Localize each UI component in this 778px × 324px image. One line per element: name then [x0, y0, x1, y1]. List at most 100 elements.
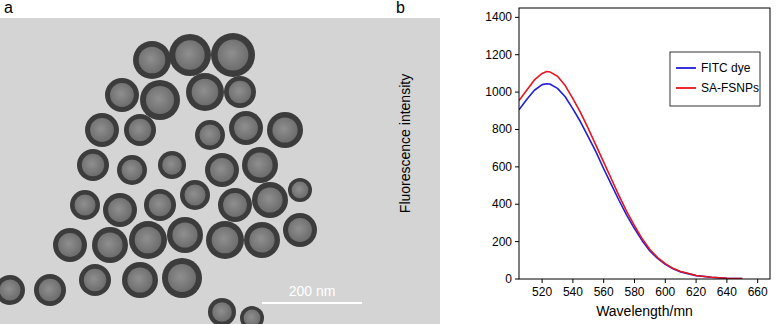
particle-core: [97, 232, 122, 257]
particle-shell: [218, 188, 252, 222]
particle-shell: [229, 111, 263, 145]
x-tick: [726, 279, 727, 283]
tem-image: 200 nm: [0, 18, 440, 324]
scale-bar: [262, 302, 362, 304]
particle-core: [185, 185, 206, 206]
y-tick-label: 1000: [485, 85, 512, 99]
y-tick-label: 1400: [485, 10, 512, 24]
particle-shell: [85, 113, 119, 147]
legend-label: FITC dye: [701, 61, 751, 75]
panel-label: b: [396, 0, 405, 16]
particle-shell: [117, 155, 147, 185]
particle-core: [84, 269, 106, 291]
particle-core: [288, 218, 312, 242]
x-tick-label: 620: [686, 285, 706, 299]
particle-shell: [283, 213, 317, 247]
particle-shell: [105, 78, 139, 112]
particle-shell: [208, 298, 236, 324]
particle-core: [39, 279, 61, 301]
series-line: [519, 84, 742, 279]
particle-shell: [180, 180, 210, 210]
particle-core: [218, 40, 249, 71]
scale-bar-label: 200 nm: [289, 283, 336, 299]
y-tick-label: 800: [492, 122, 512, 136]
x-tick: [665, 279, 666, 283]
figure: 200 nmab52054056058060062064066002004006…: [0, 0, 778, 324]
legend-box: [670, 52, 760, 106]
particle-shell: [211, 33, 255, 77]
y-tick-label: 600: [492, 160, 512, 174]
particle-shell: [133, 41, 171, 79]
particle-core: [192, 79, 219, 106]
particle-core: [244, 310, 261, 324]
particle-core: [212, 302, 232, 322]
particle-shell: [169, 34, 211, 76]
legend: FITC dye SA-FSNPs: [670, 52, 760, 106]
tem-background: [0, 18, 440, 324]
particle-shell: [79, 264, 111, 296]
particle-shell: [158, 151, 186, 179]
particle-shell: [124, 114, 156, 146]
particle-core: [223, 193, 247, 217]
x-tick-label: 600: [655, 285, 675, 299]
particle-core: [58, 233, 82, 257]
particle-core: [172, 222, 197, 247]
particle-core: [0, 280, 21, 301]
particle-core: [200, 125, 221, 146]
y-tick: [515, 129, 519, 130]
particle-shell: [186, 73, 224, 111]
x-tick-label: 540: [563, 285, 583, 299]
panel-label: a: [4, 0, 13, 16]
particle-shell: [77, 149, 109, 181]
particle-core: [175, 40, 204, 69]
y-tick: [515, 241, 519, 242]
particle-shell: [140, 80, 180, 120]
particle-shell: [34, 274, 66, 306]
x-tick-label: 520: [532, 285, 552, 299]
particle-core: [108, 198, 132, 222]
x-tick: [757, 279, 758, 283]
particle-core: [75, 195, 96, 216]
particle-core: [229, 81, 251, 103]
particle-shell: [224, 76, 256, 108]
particle-core: [139, 47, 166, 74]
particle-shell: [103, 193, 137, 227]
particle-shell: [167, 217, 203, 253]
particle-shell: [244, 222, 280, 258]
y-axis-label: Fluorescence intensity: [397, 74, 413, 213]
particle-shell: [267, 112, 303, 148]
y-tick-label: 0: [505, 272, 512, 286]
y-tick: [515, 204, 519, 205]
y-tick: [515, 279, 519, 280]
y-tick-label: 200: [492, 235, 512, 249]
particle-core: [249, 227, 274, 252]
particle-core: [135, 227, 162, 254]
particle-shell: [122, 262, 158, 298]
particle-shell: [53, 228, 87, 262]
particle-shell: [162, 258, 202, 298]
particle-shell: [129, 221, 167, 259]
x-tick: [696, 279, 697, 283]
particle-core: [247, 152, 272, 177]
y-tick-label: 1200: [485, 48, 512, 62]
particle-shell: [205, 153, 239, 187]
particle-core: [272, 117, 297, 142]
particle-core: [146, 86, 174, 114]
legend-swatch: [676, 67, 696, 69]
particle-core: [149, 194, 171, 216]
particle-core: [129, 119, 151, 141]
x-tick-label: 660: [748, 285, 768, 299]
x-tick: [542, 279, 543, 283]
particle-shell: [242, 147, 278, 183]
x-tick: [572, 279, 573, 283]
particle-shell: [195, 120, 225, 150]
particle-core: [110, 83, 134, 107]
x-tick-label: 580: [624, 285, 644, 299]
legend-label: SA-FSNPs: [701, 81, 759, 95]
x-tick-label: 560: [594, 285, 614, 299]
particle-shell: [92, 227, 128, 263]
x-tick-label: 640: [717, 285, 737, 299]
y-tick: [515, 54, 519, 55]
particle-shell: [0, 275, 25, 305]
y-tick: [515, 17, 519, 18]
